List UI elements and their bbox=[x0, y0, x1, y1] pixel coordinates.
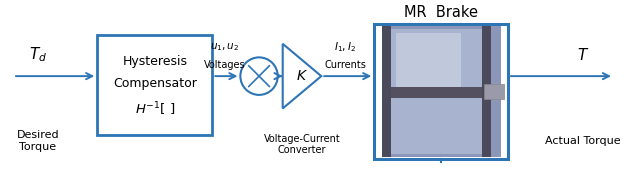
Text: Voltages: Voltages bbox=[204, 60, 246, 70]
Bar bbox=[97, 35, 212, 135]
Text: $T$: $T$ bbox=[576, 47, 589, 63]
Text: $I_1,I_2$: $I_1,I_2$ bbox=[335, 41, 357, 54]
Text: Desired
Torque: Desired Torque bbox=[17, 130, 59, 152]
Text: $T_d$: $T_d$ bbox=[29, 45, 47, 64]
Text: $u_1,u_2$: $u_1,u_2$ bbox=[210, 41, 239, 53]
Text: Actual Torque: Actual Torque bbox=[545, 136, 621, 146]
Text: MR  Brake: MR Brake bbox=[404, 5, 478, 20]
Text: Currents: Currents bbox=[324, 60, 367, 70]
Bar bbox=[481, 26, 491, 157]
Bar bbox=[382, 26, 501, 157]
Text: Compensator: Compensator bbox=[113, 77, 197, 90]
Bar bbox=[374, 24, 508, 159]
Text: $K$: $K$ bbox=[296, 69, 308, 83]
Bar bbox=[396, 33, 461, 91]
Text: Hysteresis: Hysteresis bbox=[122, 56, 187, 68]
Bar bbox=[484, 84, 504, 99]
Bar bbox=[391, 87, 481, 98]
Bar bbox=[382, 26, 391, 157]
Bar bbox=[391, 29, 481, 154]
Text: Voltage-Current
Converter: Voltage-Current Converter bbox=[263, 134, 340, 155]
Text: $H^{-1}$[ ]: $H^{-1}$[ ] bbox=[135, 100, 175, 118]
